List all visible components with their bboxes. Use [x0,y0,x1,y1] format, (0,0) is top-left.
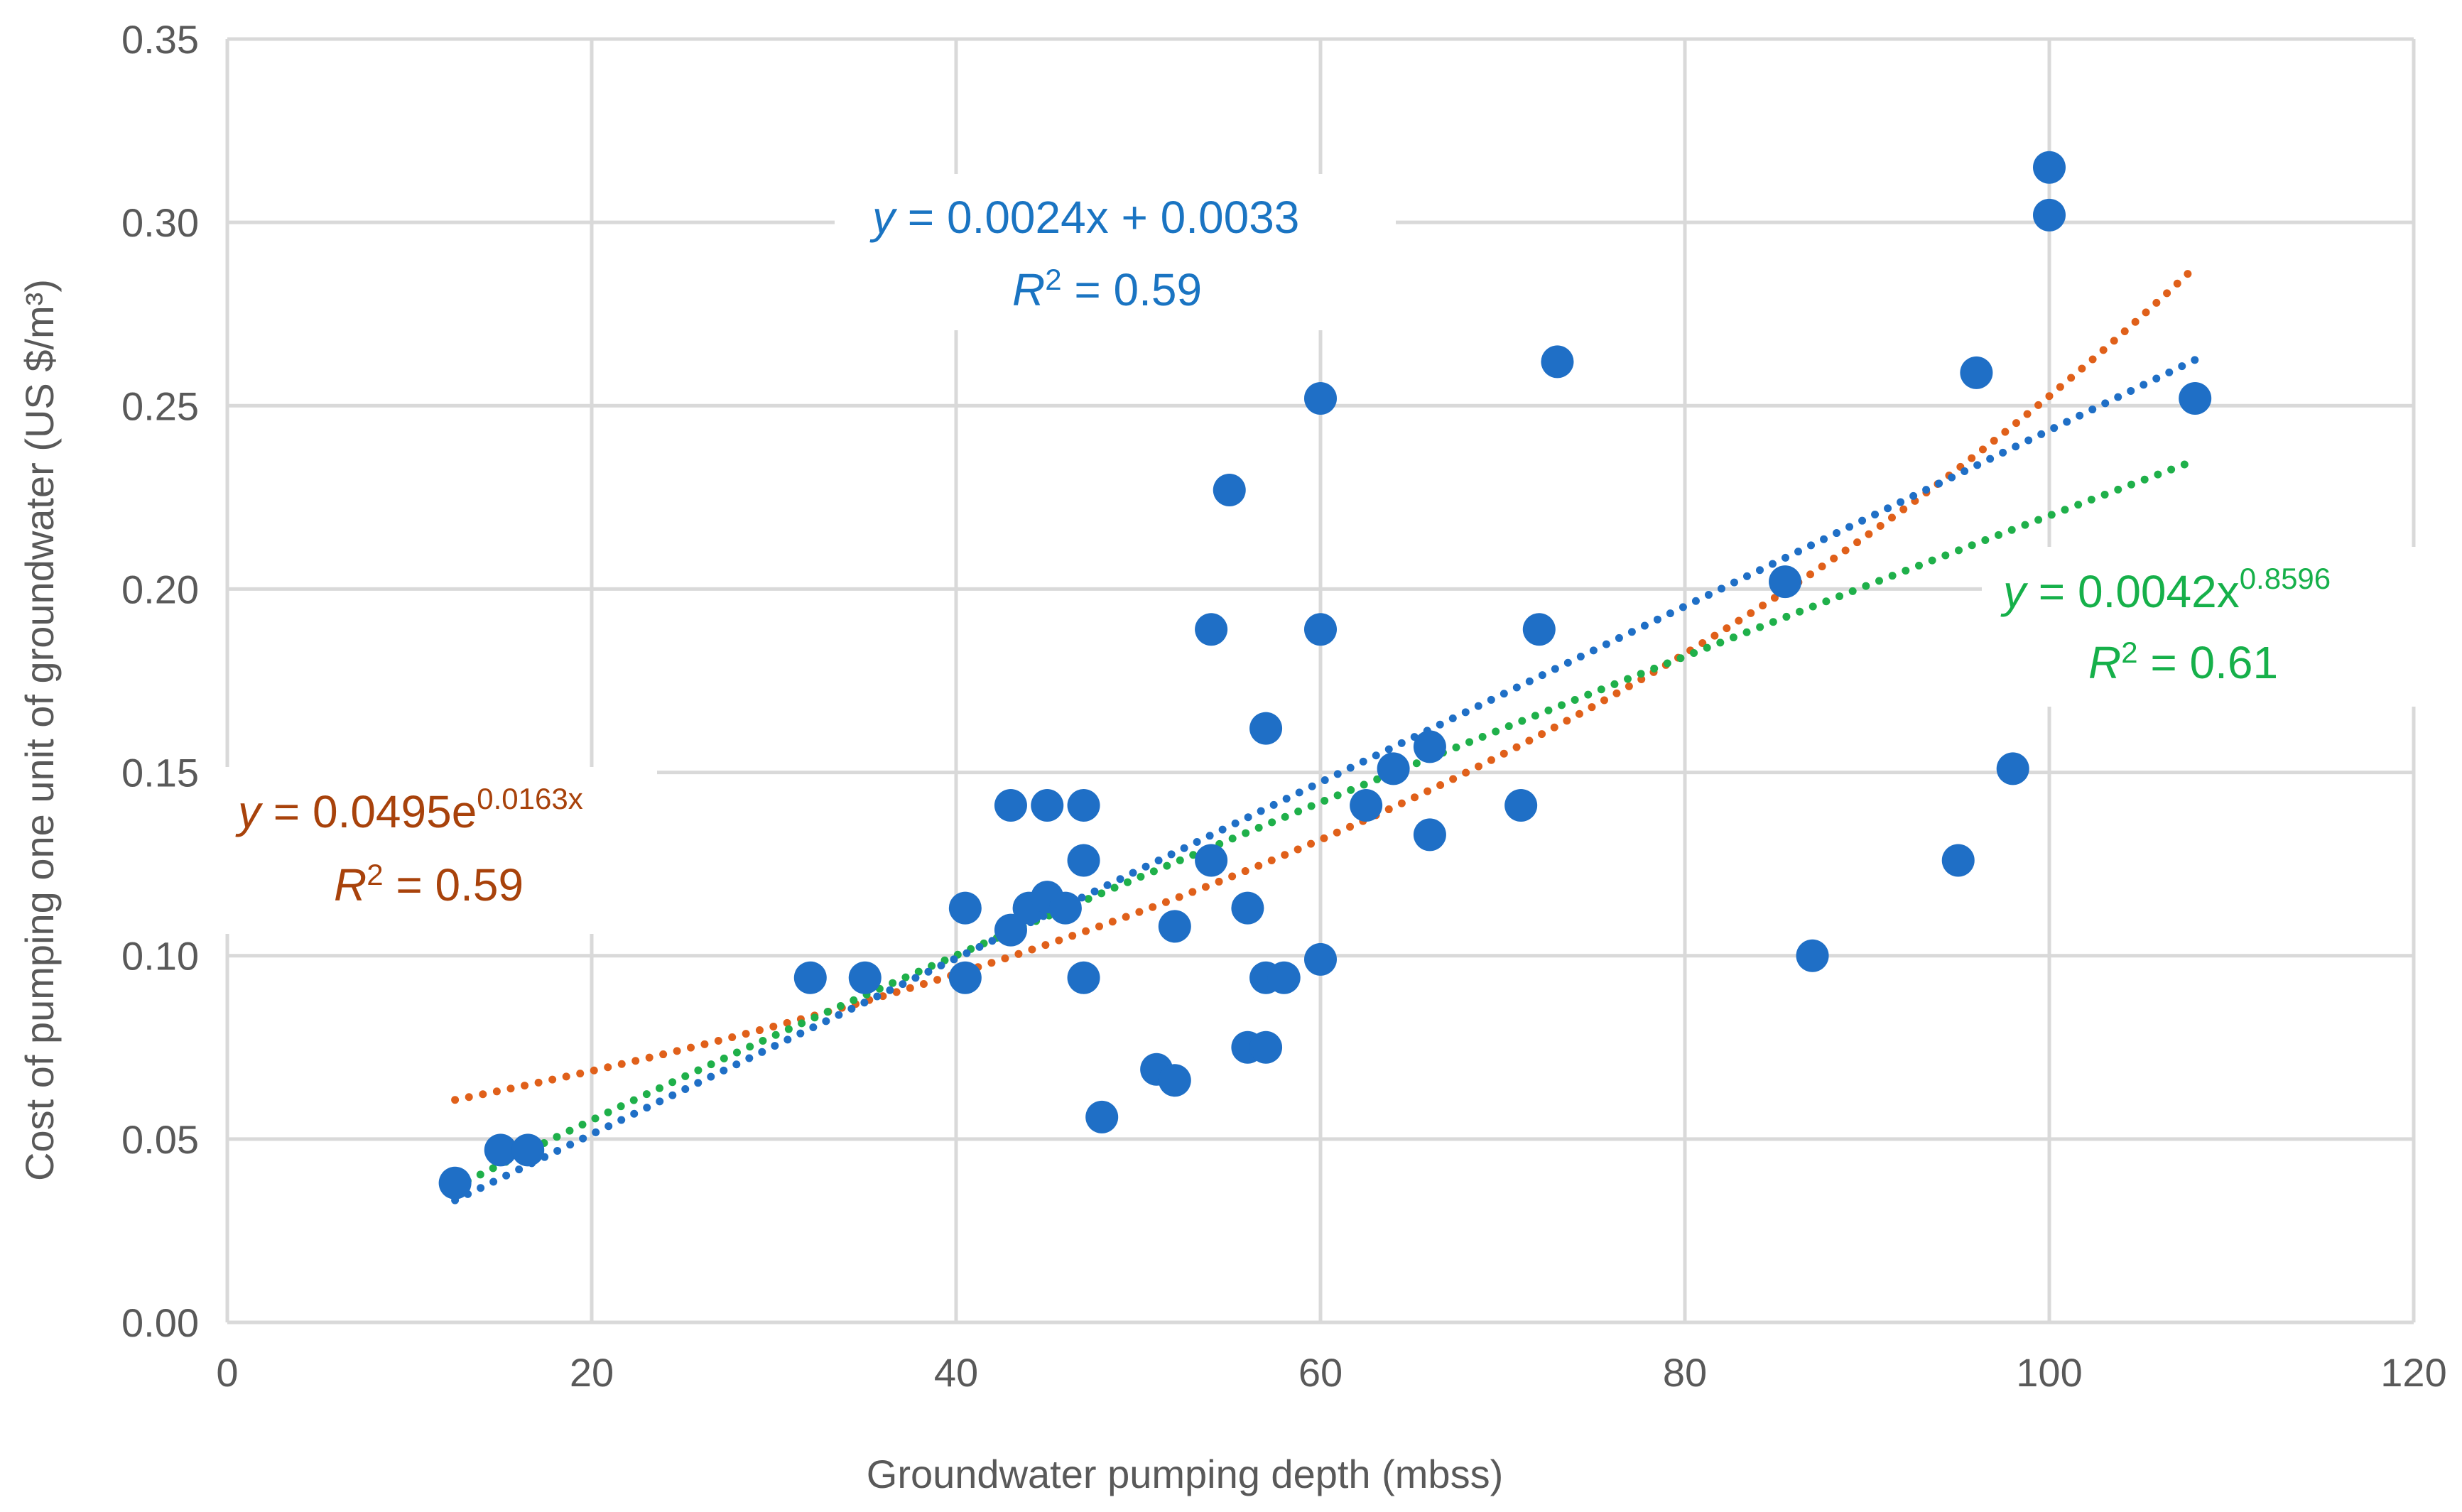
power-equation-base: = 0.0042x [2026,566,2240,617]
data-point [1960,356,1993,389]
power-equation-y: y [2000,566,2029,617]
x-tick-label: 100 [2016,1350,2082,1395]
linear-equation-bg [835,174,1396,330]
x-tick-label: 80 [1663,1350,1707,1395]
y-axis-title: Cost of pumping one unit of groundwater … [17,279,62,1181]
x-tick-label: 60 [1298,1350,1343,1395]
data-point [1195,613,1228,646]
data-point [1769,565,1802,599]
data-point [1048,891,1082,925]
data-point [1231,891,1264,925]
exponential-r-sup: 2 [367,858,383,891]
data-point [1941,844,1975,877]
linear-trendline [451,356,2199,1204]
linear-r-value: = 0.59 [1062,264,1203,315]
data-point [1213,474,1246,507]
data-point [1796,939,1829,972]
data-point [1158,910,1191,943]
tick-labels: 0.00 0.05 0.10 0.15 0.20 0.25 0.30 0.35 0 20 40 60 8… [121,17,2447,1395]
exponential-r-value: = 0.59 [384,859,524,910]
data-point [1249,712,1283,745]
exponential-equation-base: = 0.0495e [261,786,477,837]
power-equation-exp: 0.8596 [2240,562,2331,595]
y-tick-label: 0.05 [121,1117,199,1162]
power-equation: y = 0.0042x0.8596 [2000,562,2331,617]
x-tick-label: 20 [570,1350,614,1395]
data-point [1541,345,1574,379]
data-point [1249,1030,1283,1064]
x-tick-label: 40 [934,1350,978,1395]
data-point [1067,844,1100,877]
data-point [1195,844,1228,877]
y-tick-label: 0.15 [121,751,199,795]
data-point [1304,942,1337,976]
data-point [1413,730,1446,763]
data-point [948,891,982,925]
power-equation-bg [1982,547,2419,707]
linear-equation-rest: = 0.0024x + 0.0033 [895,192,1299,243]
exponential-trendline [451,263,2199,1104]
data-point [438,1166,472,1200]
data-point [994,913,1027,947]
data-point [994,789,1027,822]
linear-r-sup: 2 [1045,263,1061,296]
linear-r-symbol: R [1012,264,1045,315]
data-point [1350,789,1383,822]
data-point [1085,1100,1119,1133]
y-tick-label: 0.00 [121,1300,199,1345]
linear-equation-y: y [869,192,898,243]
power-trendline [451,456,2199,1192]
data-point [1522,613,1556,646]
data-point [1413,818,1446,852]
data-point [2179,381,2212,415]
exponential-equation-bg [224,767,657,934]
exponential-r-squared: R2 = 0.59 [334,858,524,910]
y-tick-label: 0.30 [121,200,199,245]
y-tick-label: 0.35 [121,17,199,62]
power-r-symbol: R [2088,637,2121,688]
data-point [1304,613,1337,646]
exponential-equation-exp: 0.0163x [477,782,582,815]
data-points [438,151,2212,1200]
power-r-value: = 0.61 [2138,637,2279,688]
exponential-r-symbol: R [334,859,367,910]
x-tick-label: 120 [2380,1350,2446,1395]
data-point [848,961,882,994]
data-point [948,961,982,994]
data-point [1031,789,1064,822]
data-point [1067,961,1100,994]
linear-equation: y = 0.0024x + 0.0033 [869,192,1299,243]
y-tick-label: 0.20 [121,567,199,611]
data-point [1504,789,1538,822]
x-tick-label: 0 [216,1350,238,1395]
y-tick-label: 0.25 [121,384,199,428]
data-point [1158,1064,1191,1097]
exponential-equation: y = 0.0495e0.0163x [235,782,583,837]
data-point [1267,961,1301,994]
power-r-sup: 2 [2121,636,2137,669]
exponential-equation-y: y [235,786,264,837]
data-point [2033,198,2066,232]
data-point [1304,381,1337,415]
data-point [1377,752,1410,785]
data-point [511,1133,545,1167]
power-r-squared: R2 = 0.61 [2088,636,2278,688]
x-axis-title: Groundwater pumping depth (mbss) [867,1452,1503,1496]
y-tick-label: 0.10 [121,934,199,979]
data-point [484,1133,517,1167]
data-point [793,961,827,994]
linear-r-squared: R2 = 0.59 [1012,263,1202,315]
trendlines [451,263,2199,1204]
data-point [2033,151,2066,184]
data-point [1067,789,1100,822]
data-point [1996,752,2029,785]
